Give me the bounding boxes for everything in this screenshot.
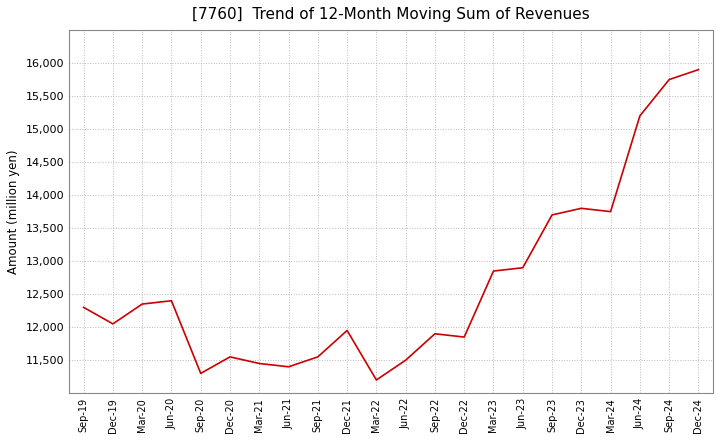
Title: [7760]  Trend of 12-Month Moving Sum of Revenues: [7760] Trend of 12-Month Moving Sum of R… xyxy=(192,7,590,22)
Y-axis label: Amount (million yen): Amount (million yen) xyxy=(7,149,20,274)
